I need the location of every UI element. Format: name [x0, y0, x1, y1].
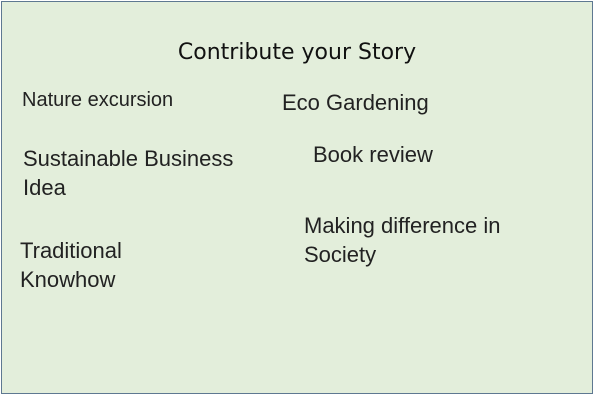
topic-traditional-knowhow[interactable]: Traditional Knowhow [20, 238, 122, 292]
topic-book-review[interactable]: Book review [313, 142, 433, 167]
story-topics-panel: Contribute your Story Nature excursion E… [1, 1, 593, 394]
topic-making-difference-in-society[interactable]: Making difference in Society [304, 213, 501, 267]
topic-sustainable-business-idea[interactable]: Sustainable Business Idea [23, 146, 234, 200]
topic-eco-gardening[interactable]: Eco Gardening [282, 90, 429, 115]
topic-nature-excursion[interactable]: Nature excursion [22, 89, 174, 111]
page-title: Contribute your Story [177, 40, 417, 65]
